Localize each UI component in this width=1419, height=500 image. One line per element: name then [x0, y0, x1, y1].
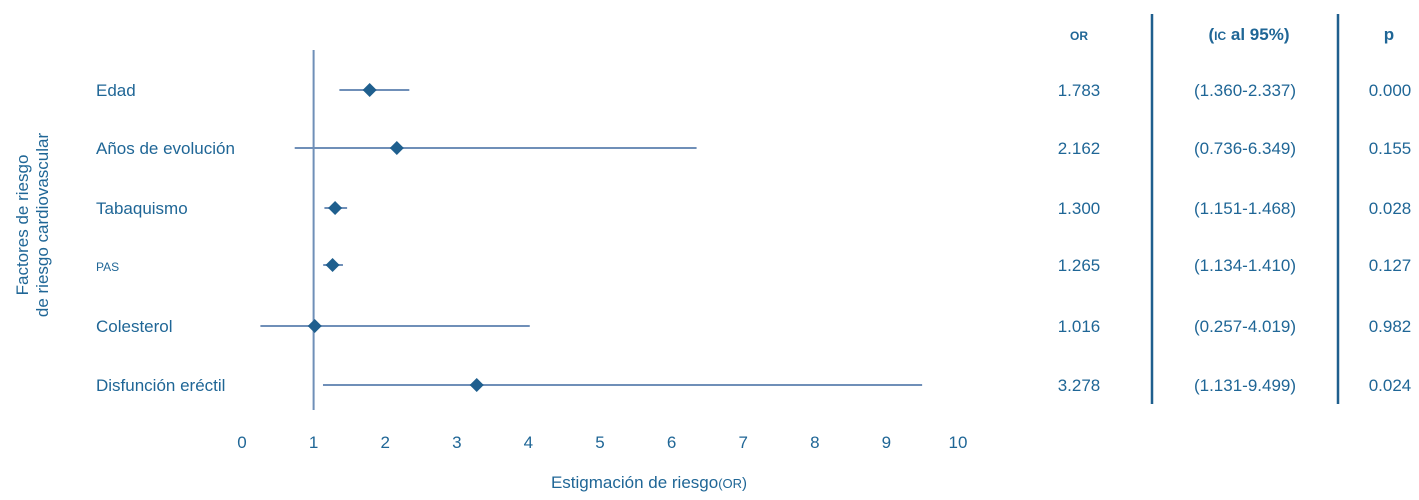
or-marker — [362, 83, 377, 97]
header-ci-rest: al 95%) — [1226, 25, 1289, 44]
table-or-value: 1.783 — [1058, 81, 1101, 100]
or-marker — [325, 258, 340, 272]
table-or-value: 1.300 — [1058, 199, 1101, 218]
plot-area: 0 1 2 3 4 5 6 7 8 9 10 Estigmación de riesgo(OR) Fac… — [13, 50, 967, 492]
table-p-value: 0.155 — [1369, 139, 1412, 158]
table-p-value: 0.127 — [1369, 256, 1412, 275]
table-ci-value: (0.257-4.019) — [1194, 317, 1296, 336]
table-p-value: 0.000 — [1369, 81, 1412, 100]
x-axis-title-unit: OR — [723, 476, 743, 491]
header-or: OR — [1070, 29, 1088, 43]
y-axis-title-line: de riesgo cardiovascular — [33, 133, 52, 318]
table-p-value: 0.024 — [1369, 376, 1412, 395]
row-label: Disfunción eréctil — [96, 376, 225, 395]
x-tick-label: 2 — [380, 433, 389, 452]
table-p-value: 0.982 — [1369, 317, 1412, 336]
row-label: Colesterol — [96, 317, 173, 336]
row-label: Tabaquismo — [96, 199, 188, 218]
table-ci-value: (1.360-2.337) — [1194, 81, 1296, 100]
y-axis-title-line: Factores de riesgo — [13, 155, 32, 296]
table-p-value: 0.028 — [1369, 199, 1412, 218]
y-axis-title: Factores de riesgo de riesgo cardiovascul… — [13, 133, 52, 318]
x-axis-title: Estigmación de riesgo(OR) — [551, 473, 747, 492]
row-labels: Edad Años de evolución Tabaquismo PAS Colest… — [96, 81, 235, 395]
x-tick-label: 3 — [452, 433, 461, 452]
table-or-value: 2.162 — [1058, 139, 1101, 158]
results-table: OR (IC al 95%) p 1.783 (1.360-2.337) 0.000 2.1… — [1058, 14, 1412, 404]
x-tick-label: 4 — [524, 433, 533, 452]
x-axis-title-main: Estigmación de riesgo — [551, 473, 718, 492]
x-tick-label: 10 — [949, 433, 968, 452]
x-axis-title-close: ) — [742, 475, 747, 492]
x-tick-label: 6 — [667, 433, 676, 452]
table-or-value: 3.278 — [1058, 376, 1101, 395]
x-tick-label: 1 — [309, 433, 318, 452]
x-tick-label: 9 — [882, 433, 891, 452]
table-ci-value: (1.134-1.410) — [1194, 256, 1296, 275]
header-ci-abbr: IC — [1214, 29, 1226, 43]
or-marker — [469, 378, 484, 392]
row-label: Años de evolución — [96, 139, 235, 158]
x-tick-label: 5 — [595, 433, 604, 452]
header-ci-open: ( — [1209, 25, 1215, 44]
x-axis-title-open: ( — [718, 476, 723, 491]
or-marker — [389, 141, 404, 155]
x-tick-label: 0 — [237, 433, 246, 452]
row-label: PAS — [96, 260, 119, 274]
or-marker — [307, 319, 322, 333]
x-tick-label: 7 — [738, 433, 747, 452]
x-tick-label: 8 — [810, 433, 819, 452]
header-ci: (IC al 95%) — [1209, 25, 1290, 44]
or-marker — [328, 201, 343, 215]
table-or-value: 1.265 — [1058, 256, 1101, 275]
header-p: p — [1384, 25, 1394, 44]
table-ci-value: (0.736-6.349) — [1194, 139, 1296, 158]
table-ci-value: (1.151-1.468) — [1194, 199, 1296, 218]
row-label: Edad — [96, 81, 136, 100]
table-or-value: 1.016 — [1058, 317, 1101, 336]
table-ci-value: (1.131-9.499) — [1194, 376, 1296, 395]
